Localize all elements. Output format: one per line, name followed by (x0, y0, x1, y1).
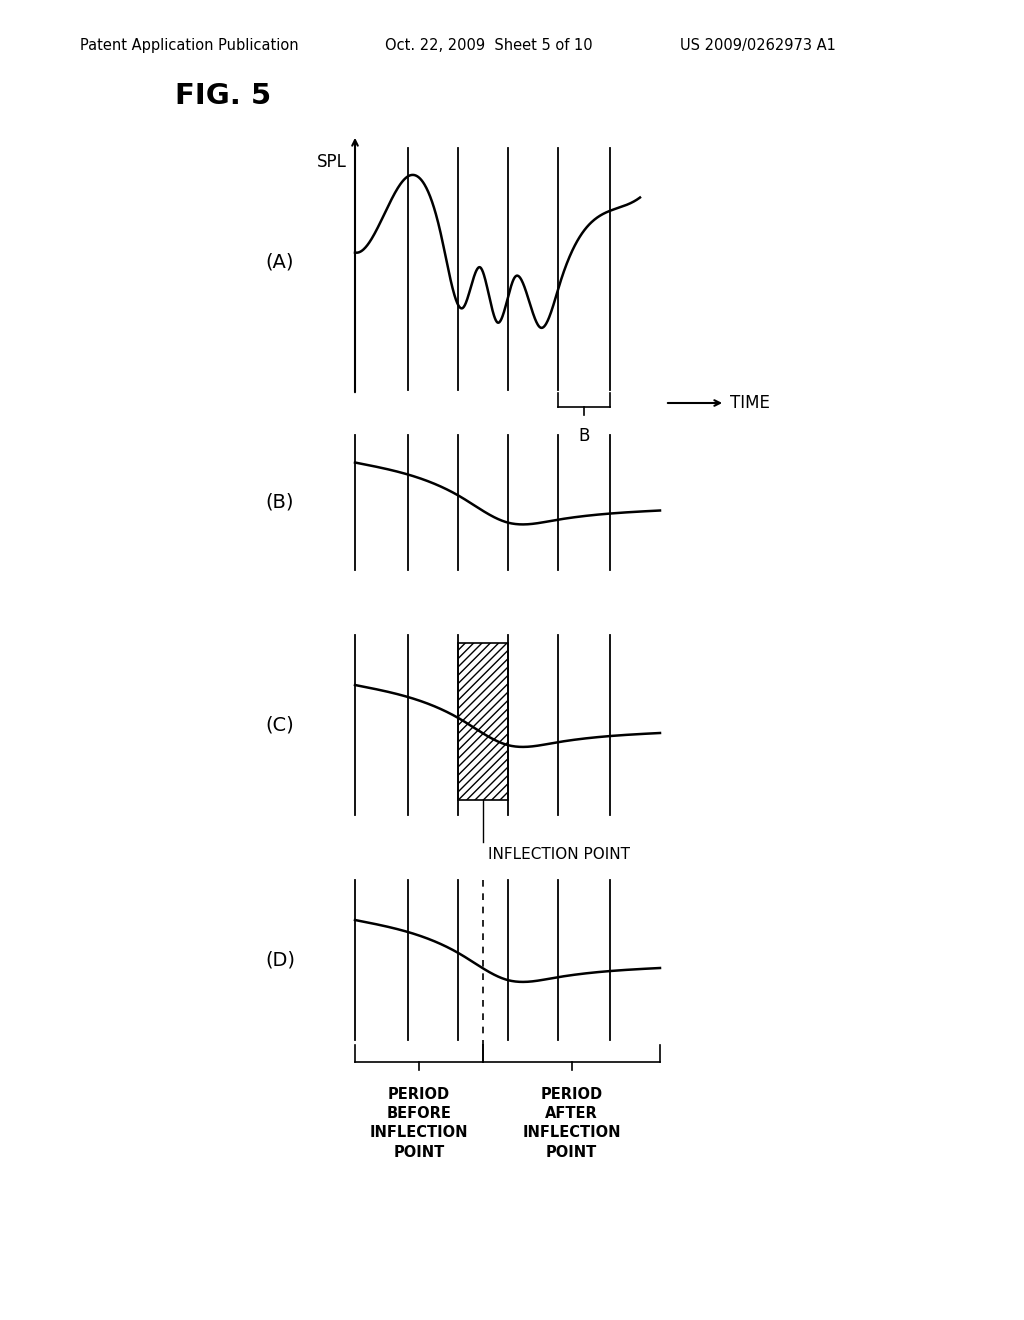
Text: US 2009/0262973 A1: US 2009/0262973 A1 (680, 38, 836, 53)
Text: PERIOD
BEFORE
INFLECTION
POINT: PERIOD BEFORE INFLECTION POINT (370, 1086, 468, 1159)
Text: (A): (A) (266, 253, 294, 272)
Text: SPL: SPL (317, 153, 347, 172)
Text: PERIOD
AFTER
INFLECTION
POINT: PERIOD AFTER INFLECTION POINT (522, 1086, 621, 1159)
Text: (B): (B) (266, 492, 294, 512)
Text: (C): (C) (265, 715, 294, 734)
Text: B: B (579, 426, 590, 445)
Text: TIME: TIME (730, 393, 770, 412)
Bar (458, 643, 508, 800)
Text: Patent Application Publication: Patent Application Publication (80, 38, 299, 53)
Text: INFLECTION POINT: INFLECTION POINT (488, 847, 630, 862)
Text: Oct. 22, 2009  Sheet 5 of 10: Oct. 22, 2009 Sheet 5 of 10 (385, 38, 593, 53)
Text: FIG. 5: FIG. 5 (175, 82, 271, 110)
Text: (D): (D) (265, 950, 295, 969)
